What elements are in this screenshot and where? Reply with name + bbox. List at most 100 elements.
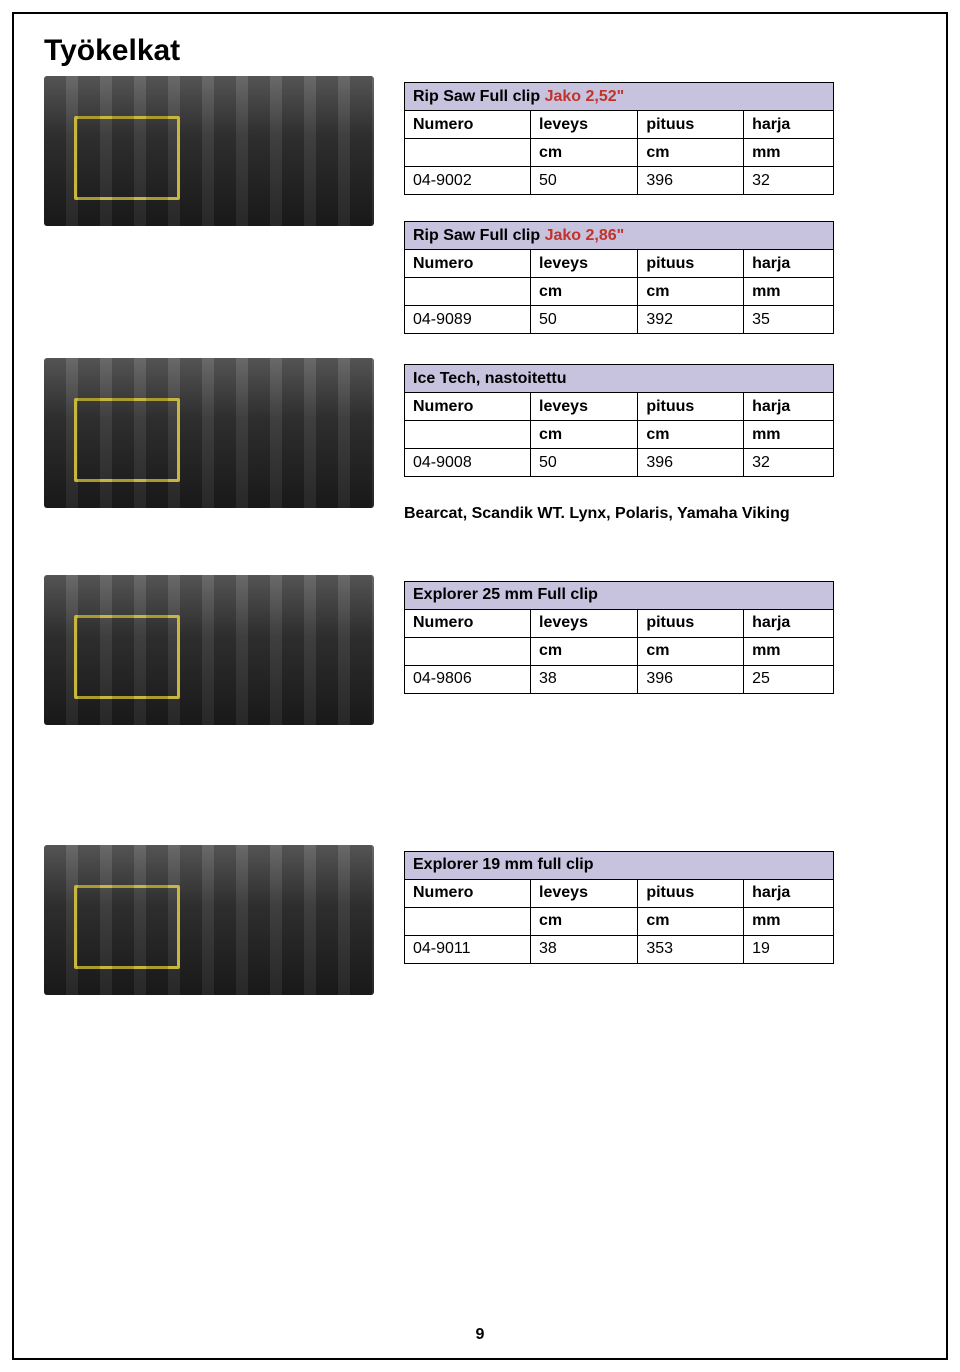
- table-ripsaw-252: Rip Saw Full clip Jako 2,52" Numero leve…: [404, 82, 834, 195]
- cell-blank: [405, 139, 531, 167]
- cell-num: 04-9011: [405, 935, 531, 963]
- cell-harja: 35: [744, 306, 834, 334]
- col-leveys: leveys: [531, 393, 638, 421]
- table-row: cm cm mm: [405, 907, 834, 935]
- cell-blank: [405, 278, 531, 306]
- col-pituus: pituus: [638, 879, 744, 907]
- cell-blank: [405, 637, 531, 665]
- title-text: Rip Saw Full clip: [413, 227, 545, 244]
- cell-leveys: 38: [531, 935, 638, 963]
- table-row: Numero leveys pituus harja: [405, 609, 834, 637]
- unit-cm: cm: [531, 637, 638, 665]
- table-header: Ice Tech, nastoitettu: [405, 365, 834, 393]
- table-row: 04-9002 50 396 32: [405, 167, 834, 195]
- icetech-col: Ice Tech, nastoitettu Numero leveys pitu…: [404, 358, 916, 525]
- ripsaw-tables: Rip Saw Full clip Jako 2,52" Numero leve…: [404, 76, 916, 334]
- table-icetech: Ice Tech, nastoitettu Numero leveys pitu…: [404, 364, 834, 477]
- cell-blank: [405, 421, 531, 449]
- col-leveys: leveys: [531, 879, 638, 907]
- compat-note: Bearcat, Scandik WT. Lynx, Polaris, Yama…: [404, 503, 824, 525]
- page-frame: Työkelkat Rip Saw Full clip Jako 2,52" N…: [12, 12, 948, 1360]
- unit-cm: cm: [531, 278, 638, 306]
- col-pituus: pituus: [638, 609, 744, 637]
- cell-harja: 19: [744, 935, 834, 963]
- table-row: Numero leveys pituus harja: [405, 111, 834, 139]
- table-header: Rip Saw Full clip Jako 2,86": [405, 222, 834, 250]
- page-title: Työkelkat: [44, 34, 916, 68]
- cell-num: 04-9806: [405, 665, 531, 693]
- col-numero: Numero: [405, 250, 531, 278]
- table-row: 04-9008 50 396 32: [405, 449, 834, 477]
- cell-pituus: 396: [638, 449, 744, 477]
- cell-leveys: 50: [531, 449, 638, 477]
- table-row: cm cm mm: [405, 421, 834, 449]
- jako-text: Jako 2,86": [545, 227, 625, 244]
- section-ripsaw: Rip Saw Full clip Jako 2,52" Numero leve…: [44, 76, 916, 334]
- col-harja: harja: [744, 879, 834, 907]
- col-numero: Numero: [405, 393, 531, 421]
- table-row: Numero leveys pituus harja: [405, 393, 834, 421]
- table-row: 04-9089 50 392 35: [405, 306, 834, 334]
- table-row: 04-9011 38 353 19: [405, 935, 834, 963]
- cell-leveys: 50: [531, 167, 638, 195]
- unit-mm: mm: [744, 637, 834, 665]
- cell-harja: 32: [744, 449, 834, 477]
- table-row: cm cm mm: [405, 139, 834, 167]
- col-pituus: pituus: [638, 393, 744, 421]
- unit-cm: cm: [638, 421, 744, 449]
- table-ripsaw-286: Rip Saw Full clip Jako 2,86" Numero leve…: [404, 221, 834, 334]
- col-numero: Numero: [405, 879, 531, 907]
- title-text: Explorer 25 mm Full clip: [413, 586, 598, 603]
- cell-pituus: 396: [638, 167, 744, 195]
- unit-cm: cm: [531, 421, 638, 449]
- cell-blank: [405, 907, 531, 935]
- cell-pituus: 396: [638, 665, 744, 693]
- col-harja: harja: [744, 111, 834, 139]
- section-icetech: Ice Tech, nastoitettu Numero leveys pitu…: [44, 358, 916, 525]
- table-header: Rip Saw Full clip Jako 2,52": [405, 83, 834, 111]
- col-pituus: pituus: [638, 111, 744, 139]
- unit-mm: mm: [744, 278, 834, 306]
- cell-harja: 25: [744, 665, 834, 693]
- page-number: 9: [14, 1326, 946, 1344]
- title-text: Ice Tech, nastoitettu: [413, 370, 567, 387]
- cell-leveys: 38: [531, 665, 638, 693]
- col-numero: Numero: [405, 609, 531, 637]
- track-photo-explorer19: [44, 845, 374, 995]
- col-harja: harja: [744, 609, 834, 637]
- table-row: cm cm mm: [405, 637, 834, 665]
- cell-pituus: 353: [638, 935, 744, 963]
- col-leveys: leveys: [531, 111, 638, 139]
- track-photo-icetech: [44, 358, 374, 508]
- col-harja: harja: [744, 250, 834, 278]
- cell-num: 04-9089: [405, 306, 531, 334]
- explorer25-col: Explorer 25 mm Full clip Numero leveys p…: [404, 575, 916, 694]
- table-row: Numero leveys pituus harja: [405, 879, 834, 907]
- unit-cm: cm: [638, 278, 744, 306]
- unit-cm: cm: [638, 637, 744, 665]
- explorer19-col: Explorer 19 mm full clip Numero leveys p…: [404, 845, 916, 964]
- col-leveys: leveys: [531, 250, 638, 278]
- table-row: Numero leveys pituus harja: [405, 250, 834, 278]
- section-explorer25: Explorer 25 mm Full clip Numero leveys p…: [44, 575, 916, 725]
- cell-num: 04-9008: [405, 449, 531, 477]
- unit-cm: cm: [531, 907, 638, 935]
- table-explorer19: Explorer 19 mm full clip Numero leveys p…: [404, 851, 834, 964]
- unit-cm: cm: [531, 139, 638, 167]
- track-photo-explorer25: [44, 575, 374, 725]
- cell-leveys: 50: [531, 306, 638, 334]
- section-explorer19: Explorer 19 mm full clip Numero leveys p…: [44, 845, 916, 995]
- cell-harja: 32: [744, 167, 834, 195]
- col-pituus: pituus: [638, 250, 744, 278]
- table-row: 04-9806 38 396 25: [405, 665, 834, 693]
- unit-mm: mm: [744, 139, 834, 167]
- cell-pituus: 392: [638, 306, 744, 334]
- table-row: cm cm mm: [405, 278, 834, 306]
- col-harja: harja: [744, 393, 834, 421]
- jako-text: Jako 2,52": [545, 88, 625, 105]
- track-photo-ripsaw: [44, 76, 374, 226]
- unit-mm: mm: [744, 421, 834, 449]
- table-header: Explorer 19 mm full clip: [405, 851, 834, 879]
- col-numero: Numero: [405, 111, 531, 139]
- cell-num: 04-9002: [405, 167, 531, 195]
